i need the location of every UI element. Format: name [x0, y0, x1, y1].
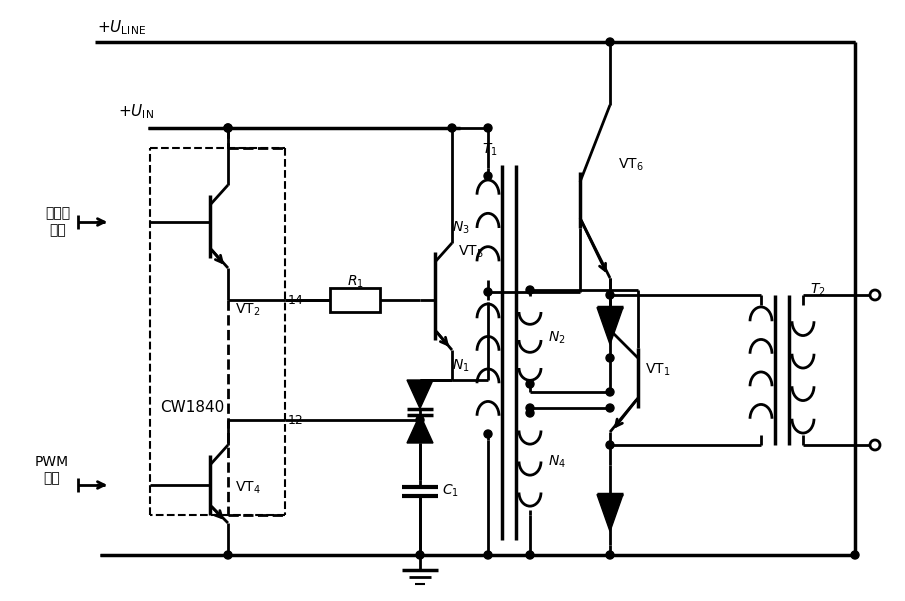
Text: 偏压: 偏压 — [50, 223, 66, 237]
Circle shape — [870, 290, 880, 300]
Text: $\rm VT_6$: $\rm VT_6$ — [618, 157, 643, 173]
Text: 12: 12 — [288, 413, 304, 427]
Circle shape — [526, 380, 534, 388]
Circle shape — [484, 124, 492, 132]
Circle shape — [448, 124, 456, 132]
Text: $N_2$: $N_2$ — [548, 330, 566, 346]
Text: $+U_{\rm LINE}$: $+U_{\rm LINE}$ — [97, 19, 146, 37]
Circle shape — [606, 291, 614, 299]
Text: $\rm VT_2$: $\rm VT_2$ — [235, 302, 261, 318]
Text: $T_1$: $T_1$ — [482, 142, 498, 158]
Circle shape — [851, 551, 859, 559]
Polygon shape — [597, 308, 623, 344]
Polygon shape — [407, 415, 433, 443]
Circle shape — [526, 404, 534, 412]
Bar — [330, 288, 380, 312]
Text: $N_1$: $N_1$ — [452, 358, 470, 374]
Text: $+U_{\rm IN}$: $+U_{\rm IN}$ — [118, 103, 154, 121]
Polygon shape — [597, 495, 623, 531]
Circle shape — [606, 354, 614, 362]
Circle shape — [484, 551, 492, 559]
Text: $\rm VT_4$: $\rm VT_4$ — [235, 480, 261, 496]
Circle shape — [606, 404, 614, 412]
Circle shape — [484, 172, 492, 180]
Text: 驱动器: 驱动器 — [45, 206, 71, 220]
Circle shape — [526, 286, 534, 294]
Text: CW1840: CW1840 — [160, 400, 224, 415]
Circle shape — [484, 430, 492, 438]
Circle shape — [526, 409, 534, 417]
Text: $C_1$: $C_1$ — [442, 483, 459, 499]
Circle shape — [606, 551, 614, 559]
Text: $\rm VT_1$: $\rm VT_1$ — [645, 362, 671, 378]
Circle shape — [224, 124, 232, 132]
Circle shape — [416, 416, 424, 424]
Text: 输出: 输出 — [43, 471, 61, 485]
Text: $T_2$: $T_2$ — [810, 282, 826, 298]
Circle shape — [526, 551, 534, 559]
Text: PWM: PWM — [35, 455, 69, 469]
Text: $R_1$: $R_1$ — [347, 274, 364, 290]
Circle shape — [870, 440, 880, 450]
Circle shape — [416, 551, 424, 559]
Circle shape — [224, 124, 232, 132]
Circle shape — [606, 441, 614, 449]
Circle shape — [606, 388, 614, 396]
Polygon shape — [407, 380, 433, 409]
Circle shape — [484, 288, 492, 296]
Text: $N_3$: $N_3$ — [452, 220, 470, 236]
Circle shape — [224, 551, 232, 559]
Text: $\rm VT_5$: $\rm VT_5$ — [458, 244, 483, 260]
Circle shape — [606, 38, 614, 46]
Text: $N_4$: $N_4$ — [548, 454, 566, 470]
Text: 14: 14 — [288, 293, 304, 307]
